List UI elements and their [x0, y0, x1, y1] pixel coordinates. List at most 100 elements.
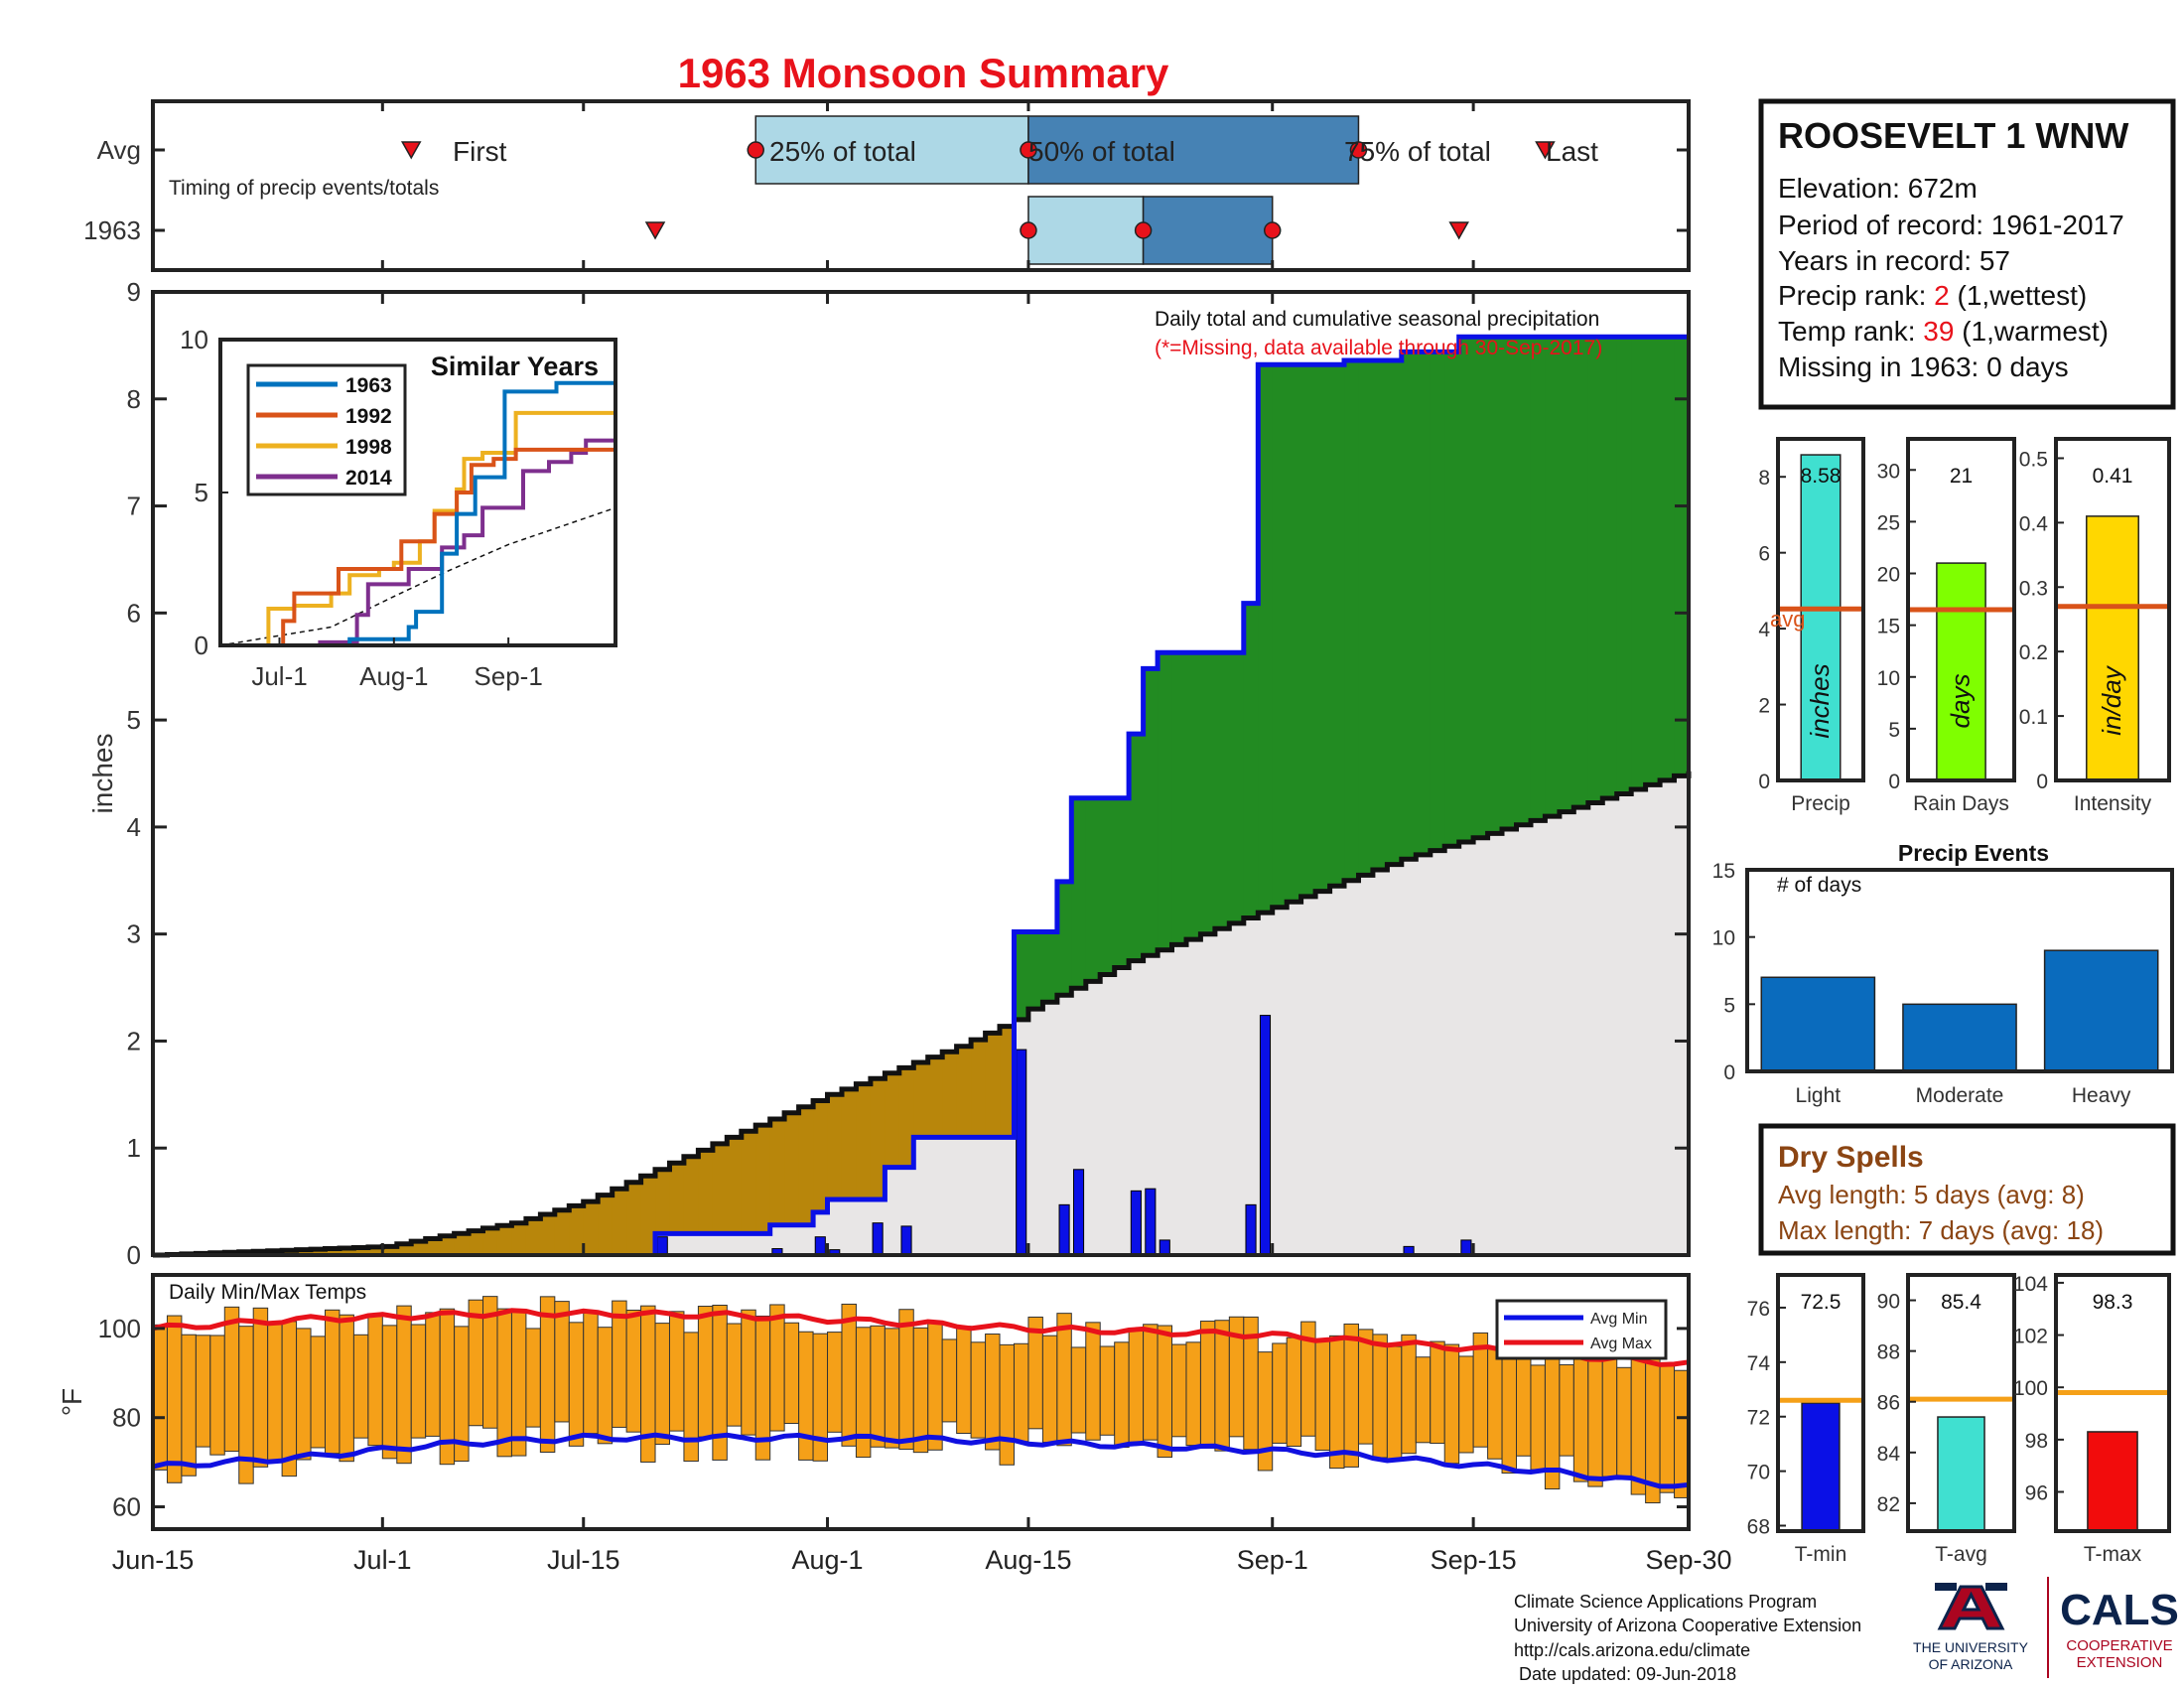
mini-unit-label-rain_days: days [1946, 674, 1976, 729]
mini-value-label-rain_days: 21 [1950, 465, 1973, 488]
deficit-area [784, 1112, 800, 1225]
deficit-area [1000, 1026, 1016, 1138]
temp-summary-bar-t_min [1801, 1402, 1841, 1532]
temp-summary-frame-t_min [1776, 1273, 1865, 1533]
daily-temp-range-bar [223, 1306, 240, 1453]
daily-temp-range-bar [209, 1335, 225, 1456]
deficit-area [554, 1209, 570, 1255]
deficit-area [898, 1067, 914, 1168]
inset-xtick-label: Aug-1 [359, 661, 428, 691]
daily-temp-range-bar [324, 1309, 341, 1455]
deficit-area [942, 1052, 958, 1138]
daily-temp-range-bar [1041, 1335, 1058, 1444]
avg-min-line [152, 1432, 1690, 1489]
temp-summary-xlabel-t_min: T-min [1795, 1543, 1847, 1566]
temp-summary-ytick-label: 82 [1877, 1493, 1900, 1516]
temps-title: Daily Min/Max Temps [169, 1281, 366, 1304]
surplus-area [1645, 337, 1661, 785]
temp-summary-ytick-label: 68 [1747, 1516, 1770, 1539]
deficit-area [454, 1233, 470, 1255]
daily-temp-range-bar [1357, 1329, 1374, 1445]
temp-summary-ytick-label: 104 [2013, 1273, 2048, 1296]
cals-wordmark: CALS [2060, 1586, 2179, 1634]
deficit-area [669, 1163, 685, 1234]
daily-temp-range-bar [1674, 1369, 1690, 1498]
surplus-area [1229, 652, 1245, 923]
deficit-area [798, 1106, 814, 1225]
daily-precip-bar [1145, 1188, 1157, 1256]
main-ytick-label: 7 [127, 492, 141, 521]
surplus-area [1158, 652, 1173, 950]
daily-temp-range-bar [539, 1296, 556, 1454]
inset-line-1963 [220, 380, 615, 647]
legend-label-1992: 1992 [345, 405, 392, 428]
surplus-area [1027, 931, 1043, 1010]
deficit-area [339, 1247, 355, 1255]
daily-temp-range-bar [827, 1332, 843, 1433]
station-name: ROOSEVELT 1 WNW [1778, 115, 2128, 156]
deficit-area [856, 1083, 872, 1199]
surplus-area [1587, 337, 1603, 803]
dry-spells-avg: Avg length: 5 days (avg: 8) [1778, 1180, 2085, 1209]
deficit-area [727, 1137, 743, 1234]
surplus-area [1171, 652, 1187, 945]
daily-temp-range-bar [1443, 1343, 1460, 1465]
daily-temp-range-bar [654, 1323, 670, 1446]
daily-temp-range-bar [697, 1306, 714, 1438]
temperature-summary-bars: 68 70 72 74 76 72.5 T-min 82 84 86 88 90 85.4 T-avg 96… [1747, 1273, 2171, 1566]
inset-legend: 1963 1992 1998 2014 [246, 363, 407, 496]
surplus-area [1631, 337, 1647, 789]
surplus-area [1530, 337, 1547, 821]
surplus-area [1473, 337, 1489, 838]
daily-temp-range-bar [1185, 1341, 1201, 1447]
inset-xtick-label: Sep-1 [474, 661, 542, 691]
daily-temp-range-bar [267, 1323, 283, 1463]
temp-summary-t_min: 68 70 72 74 76 72.5 T-min [1747, 1273, 1865, 1566]
temp-summary-bar-t_avg [1937, 1416, 1985, 1532]
surplus-area [1559, 337, 1574, 812]
daily-temp-range-bar [1659, 1362, 1676, 1493]
daily-precip-bar [814, 1236, 826, 1256]
daily-temp-range-bar [568, 1322, 585, 1447]
dry-spells-box: Dry Spells Avg length: 5 days (avg: 8) M… [1758, 1123, 2176, 1256]
daily-temp-range-bar [1056, 1313, 1072, 1447]
temp-summary-ytick-label: 84 [1877, 1443, 1901, 1466]
events-bar-heavy [2043, 949, 2159, 1072]
daily-temp-range-bar [496, 1308, 512, 1458]
temp-summary-value-t_avg: 85.4 [1941, 1291, 1981, 1314]
mini-ytick-label: 0.4 [2019, 512, 2049, 535]
surplus-area [1573, 337, 1589, 808]
daily-temp-range-bar [339, 1314, 354, 1463]
surplus-area [1401, 352, 1417, 860]
daily-temp-range-bar [1544, 1343, 1561, 1490]
timing-label-last: Last [1546, 136, 1598, 167]
deficit-area [496, 1225, 513, 1255]
deficit-area [841, 1088, 858, 1199]
surplus-area [1071, 797, 1087, 989]
cals-sub-2: EXTENSION [2077, 1654, 2163, 1671]
deficit-area [540, 1214, 556, 1255]
daily-temp-range-bar [1487, 1345, 1503, 1460]
deficit-area [755, 1125, 771, 1234]
surplus-area [1258, 364, 1274, 914]
inset-line-2014 [220, 397, 617, 647]
mini-ytick-label: 0.3 [2019, 577, 2048, 600]
surplus-area [1214, 652, 1230, 929]
station-precip-rank: Precip rank: 2 (1,wettest) [1778, 280, 2087, 311]
daily-temp-range-bar [1386, 1345, 1403, 1461]
main-ytick-label: 8 [127, 384, 141, 414]
mini-ytick-label: 10 [1877, 667, 1900, 690]
timing-marker-p25 [747, 141, 764, 159]
daily-precip-bar [1159, 1239, 1170, 1256]
daily-temp-range-bar [181, 1334, 197, 1477]
temp-summary-ytick-label: 74 [1747, 1352, 1771, 1375]
daily-temp-range-bar [1458, 1355, 1474, 1454]
mini-bar-precip_total [1800, 454, 1842, 781]
events-bar-light [1760, 976, 1876, 1072]
events-title: Precip Events [1898, 840, 2049, 866]
deficit-area [382, 1246, 398, 1255]
mini-frame-precip_total [1776, 437, 1865, 782]
daily-temp-range-bar [381, 1325, 398, 1460]
daily-temp-range-bar [1372, 1334, 1388, 1459]
surplus-area [1200, 652, 1216, 934]
